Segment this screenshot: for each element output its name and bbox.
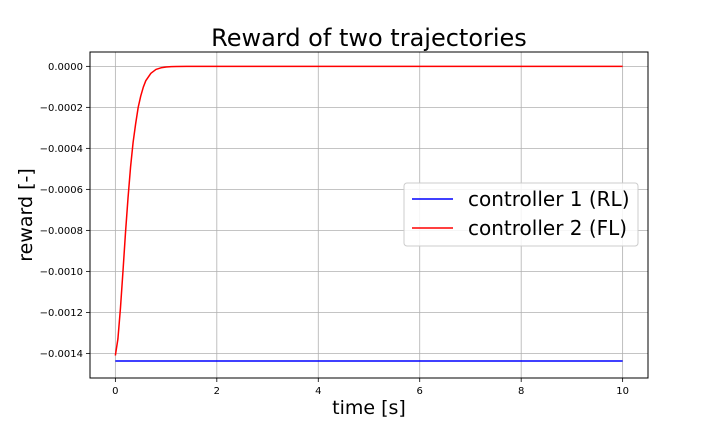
x-tick-label: 10 — [616, 386, 629, 397]
x-axis-ticks: 0 2 4 6 8 10 — [112, 378, 629, 397]
legend-label-rl: controller 1 (RL) — [468, 187, 630, 211]
series-line-1 — [114, 65, 623, 356]
legend-label-fl: controller 2 (FL) — [468, 216, 627, 240]
y-axis-label: reward [-] — [15, 168, 37, 262]
y-tick-label: −0.0014 — [40, 349, 83, 360]
x-tick-label: 2 — [214, 386, 220, 397]
legend: controller 1 (RL) controller 2 (FL) — [403, 182, 639, 247]
y-tick-label: −0.0002 — [40, 103, 83, 114]
chart-title: Reward of two trajectories — [211, 24, 527, 52]
y-axis-ticks: 0.0000 −0.0002 −0.0004 −0.0006 −0.0008 −0.001… — [40, 62, 90, 360]
y-tick-label: −0.0008 — [40, 226, 83, 237]
legend-box — [403, 182, 639, 247]
x-tick-label: 4 — [315, 386, 321, 397]
y-tick-label: −0.0010 — [40, 267, 83, 278]
y-tick-label: 0.0000 — [48, 62, 83, 73]
x-tick-label: 0 — [112, 386, 118, 397]
plot-series — [114, 65, 623, 362]
plot-frame — [89, 51, 649, 379]
x-tick-label: 8 — [518, 386, 524, 397]
x-axis-label: time [s] — [332, 397, 406, 419]
y-tick-label: −0.0004 — [40, 144, 83, 155]
x-tick-label: 6 — [417, 386, 423, 397]
y-tick-label: −0.0006 — [40, 185, 83, 196]
y-tick-label: −0.0012 — [40, 308, 83, 319]
